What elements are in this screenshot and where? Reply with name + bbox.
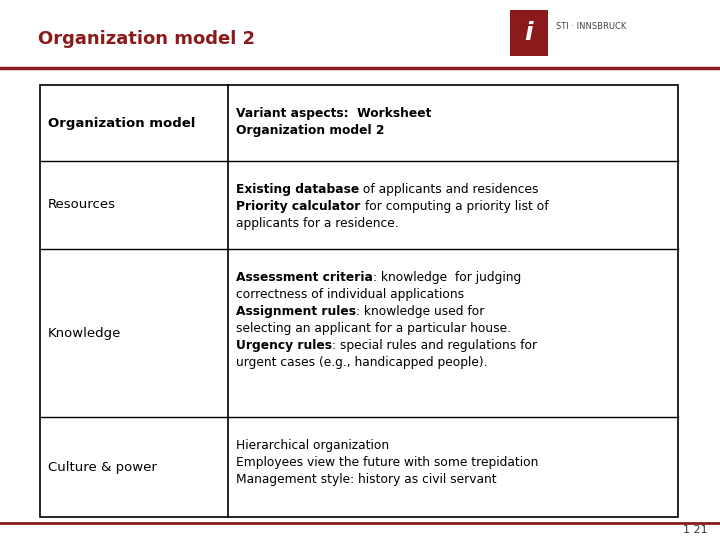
Text: Assignment rules: Assignment rules: [236, 306, 356, 319]
Text: Urgency rules: Urgency rules: [236, 340, 332, 353]
Text: i: i: [525, 21, 534, 45]
Text: : knowledge  for judging: : knowledge for judging: [373, 272, 521, 285]
Text: of applicants and residences: of applicants and residences: [359, 184, 539, 197]
Text: Employees view the future with some trepidation: Employees view the future with some trep…: [236, 456, 539, 469]
Bar: [510, 10, 548, 56]
Text: : knowledge used for: : knowledge used for: [356, 306, 485, 319]
Text: Culture & power: Culture & power: [48, 461, 157, 474]
Text: Hierarchical organization: Hierarchical organization: [236, 440, 390, 453]
Text: Organization model 2: Organization model 2: [236, 124, 384, 138]
Text: Organization model: Organization model: [48, 117, 195, 130]
Text: urgent cases (e.g., handicapped people).: urgent cases (e.g., handicapped people).: [236, 356, 487, 369]
Text: Assessment criteria: Assessment criteria: [236, 272, 373, 285]
Text: Knowledge: Knowledge: [48, 327, 122, 340]
Text: Variant aspects:  Worksheet: Variant aspects: Worksheet: [236, 107, 431, 120]
Text: : special rules and regulations for: : special rules and regulations for: [332, 340, 537, 353]
Text: Management style: history as civil servant: Management style: history as civil serva…: [236, 474, 497, 487]
Text: 1 21: 1 21: [683, 525, 708, 535]
Text: Priority calculator: Priority calculator: [236, 200, 361, 213]
Text: correctness of individual applications: correctness of individual applications: [236, 288, 464, 301]
Bar: [40, 85, 678, 517]
Text: applicants for a residence.: applicants for a residence.: [236, 218, 399, 231]
Text: selecting an applicant for a particular house.: selecting an applicant for a particular …: [236, 322, 511, 335]
Text: for computing a priority list of: for computing a priority list of: [361, 200, 548, 213]
Text: STI · INNSBRUCK: STI · INNSBRUCK: [556, 22, 626, 31]
Text: Resources: Resources: [48, 199, 116, 212]
Text: Organization model 2: Organization model 2: [38, 30, 255, 48]
Text: Existing database: Existing database: [236, 184, 359, 197]
